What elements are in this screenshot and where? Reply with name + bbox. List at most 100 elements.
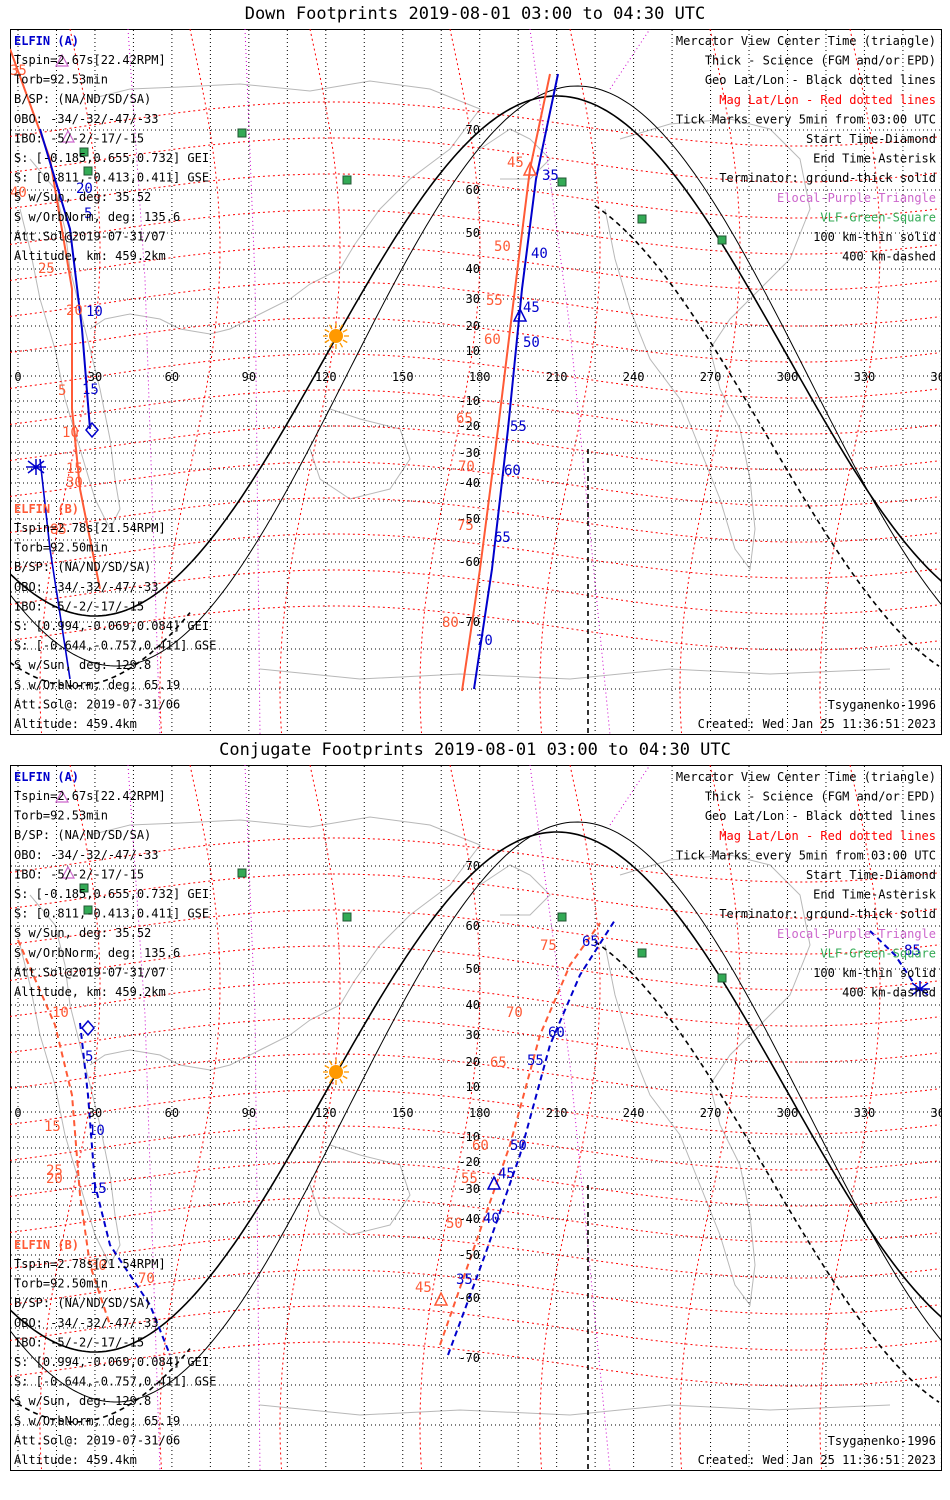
mag-meridian-curve xyxy=(279,29,341,734)
legend-line: Thick - Science (FGM and/or EPD) xyxy=(705,790,936,804)
track-tick-label-layer: 3540455055606570510152035404550556065707… xyxy=(10,63,559,649)
elfin-a-info-line: OBO: -34/-32/-47/-33 xyxy=(14,848,159,862)
lon-axis-label: 90 xyxy=(242,370,256,384)
elfin-b-info-line: S: [0.994,-0.069,0.084] GEI xyxy=(14,619,209,633)
axis-label-layer: 0 30 60 90 120 150 180 210 240 270 300 330 360 70 60 50… xyxy=(14,123,942,629)
lon-axis-label: 0 xyxy=(14,1106,21,1120)
lon-axis-label: 60 xyxy=(165,370,179,384)
vlf-station-square xyxy=(717,235,727,245)
center-time-triangle xyxy=(512,307,528,322)
center-time-triangle xyxy=(433,1291,449,1306)
mag-parallel-curve xyxy=(10,317,941,363)
end-time-asterisk xyxy=(910,981,930,997)
mag-parallel-curve xyxy=(10,981,941,1027)
elfin-a-info-line: S: [0.811,-0.413,0.411] GSE xyxy=(14,907,209,921)
elfin-b-tick-label: 70 xyxy=(506,1005,523,1021)
mag-parallel-curve xyxy=(10,1233,941,1279)
elfin-b-track-west xyxy=(17,939,111,1326)
elfin-a-info-line: IBO: -5/-2/-17/-15 xyxy=(14,131,144,145)
legend-line: Geo Lat/Lon - Black dotted lines xyxy=(705,809,936,823)
mag-meridian-curve xyxy=(419,765,481,1470)
lat-axis-label: -60 xyxy=(458,1291,480,1305)
mag-meridian-curve xyxy=(539,765,601,1470)
mag-parallel-curve xyxy=(10,1053,941,1099)
lat-axis-label: 30 xyxy=(466,292,480,306)
mag-parallel-curve xyxy=(10,1341,941,1387)
terminator-layer xyxy=(10,821,942,1471)
lat-axis-label: 30 xyxy=(466,1028,480,1042)
vlf-station-square xyxy=(237,128,247,138)
lat-axis-label: 50 xyxy=(466,226,480,240)
elfin-b-info-line: S w/Sun, deg: 129.8 xyxy=(14,1394,151,1408)
legend-line: Tick Marks every 5min from 03:00 UTC xyxy=(676,112,936,126)
coastline-path xyxy=(604,118,811,571)
sun-disc xyxy=(329,1065,343,1079)
elfin-b-header: ELFIN (B) xyxy=(14,1238,79,1252)
mag-parallel-curve xyxy=(10,461,941,507)
elfin-b-tick-label: 10 xyxy=(62,425,79,441)
elocal-triangle xyxy=(60,865,76,879)
elfin-b-tick-label: 55 xyxy=(486,293,503,309)
mag-parallel-curve xyxy=(10,101,941,147)
elfin-a-tick-label: 45 xyxy=(498,1166,515,1182)
elfin-b-tick-label: 25 xyxy=(38,261,55,277)
mag-parallel-curve xyxy=(10,1125,941,1171)
elfin-b-tick-label: 65 xyxy=(456,411,473,427)
elfin-b-info-line: Att.Sol@: 2019-07-31/06 xyxy=(14,697,180,711)
elfin-a-tick-label: 65 xyxy=(582,934,599,950)
elfin-a-tick-label: 65 xyxy=(494,530,511,546)
elfin-b-tick-label: 45 xyxy=(415,1280,432,1296)
legend-line: 400 km-dashed xyxy=(842,250,936,264)
axis-label-layer: 0 30 60 90 120 150 180 210 240 270 300 330 360 70 60 50… xyxy=(14,859,942,1365)
lat-axis-label: -10 xyxy=(458,394,480,408)
mag-parallel-curve xyxy=(10,837,941,883)
info-text-layer: ELFIN (A) Tspin=2.67s[22.42RPM] Torb=92.53… xyxy=(14,770,937,1467)
center-time-triangle xyxy=(522,161,538,176)
elfin-a-tick-label: 35 xyxy=(542,168,559,184)
lon-axis-label: 30 xyxy=(88,1106,102,1120)
mag-meridian-curve xyxy=(39,765,101,1470)
lat-axis-label: 10 xyxy=(466,344,480,358)
sun-ray xyxy=(324,339,330,344)
mag-parallel-curve xyxy=(10,389,941,435)
sun-ray xyxy=(324,328,330,333)
mag-parallel-curve xyxy=(10,1305,941,1351)
legend-line: Elocal-Purple-Triangle xyxy=(777,191,936,205)
elfin-b-info-line: Altitude: 459.4km xyxy=(14,717,137,731)
lat-axis-label: -50 xyxy=(458,512,480,526)
lon-axis-label: 360 xyxy=(931,370,942,384)
lon-axis-label: 270 xyxy=(700,1106,722,1120)
mag-parallel-curve xyxy=(10,873,941,919)
lon-axis-label: 240 xyxy=(623,370,645,384)
coastline-layer xyxy=(19,816,891,1416)
mag-meridian-curve xyxy=(679,765,741,1470)
elfin-b-tick-label: 60 xyxy=(472,1138,489,1154)
lat-axis-label: -40 xyxy=(458,476,480,490)
elfin-b-info-line: OBO: -34/-32/-47/-33 xyxy=(14,1316,159,1330)
lat-axis-label: -20 xyxy=(458,419,480,433)
elfin-a-tick-label: 70 xyxy=(476,633,493,649)
terminator-ground-curve xyxy=(10,831,942,1353)
geo-grid-layer xyxy=(11,30,942,734)
elfin-b-tick-label: 45 xyxy=(507,155,524,171)
elfin-a-info-line: S: [-0.185,0.655,0.732] GEI xyxy=(14,151,209,165)
center-time-triangle xyxy=(486,1175,502,1190)
mag-meridian-curve xyxy=(159,765,221,1470)
elfin-b-info-line: S w/OrbNorm, deg: 65.19 xyxy=(14,678,180,692)
sun-ray xyxy=(328,342,333,348)
legend-line: Tick Marks every 5min from 03:00 UTC xyxy=(676,848,936,862)
elfin-b-tick-label: 10 xyxy=(52,1005,69,1021)
elfin-a-info-line: IBO: -5/-2/-17/-15 xyxy=(14,867,144,881)
lon-axis-label: 270 xyxy=(700,370,722,384)
coastline-path xyxy=(479,864,551,916)
legend-line: VLF-Green-Square xyxy=(820,210,936,224)
legend-line: Elocal-Purple-Triangle xyxy=(777,927,936,941)
lat-axis-label: 20 xyxy=(466,319,480,333)
mag-meridian-curve xyxy=(279,765,341,1470)
sun-ray xyxy=(328,324,333,330)
legend-line: Thick - Science (FGM and/or EPD) xyxy=(705,54,936,68)
map-panel-conjugate-footprints: 0 30 60 90 120 150 180 210 240 270 300 330 360 70 60 50… xyxy=(10,765,942,1471)
lat-axis-label: 60 xyxy=(466,919,480,933)
panel-title-down: Down Footprints 2019-08-01 03:00 to 04:3… xyxy=(244,4,706,24)
elocal-triangle xyxy=(54,53,70,67)
